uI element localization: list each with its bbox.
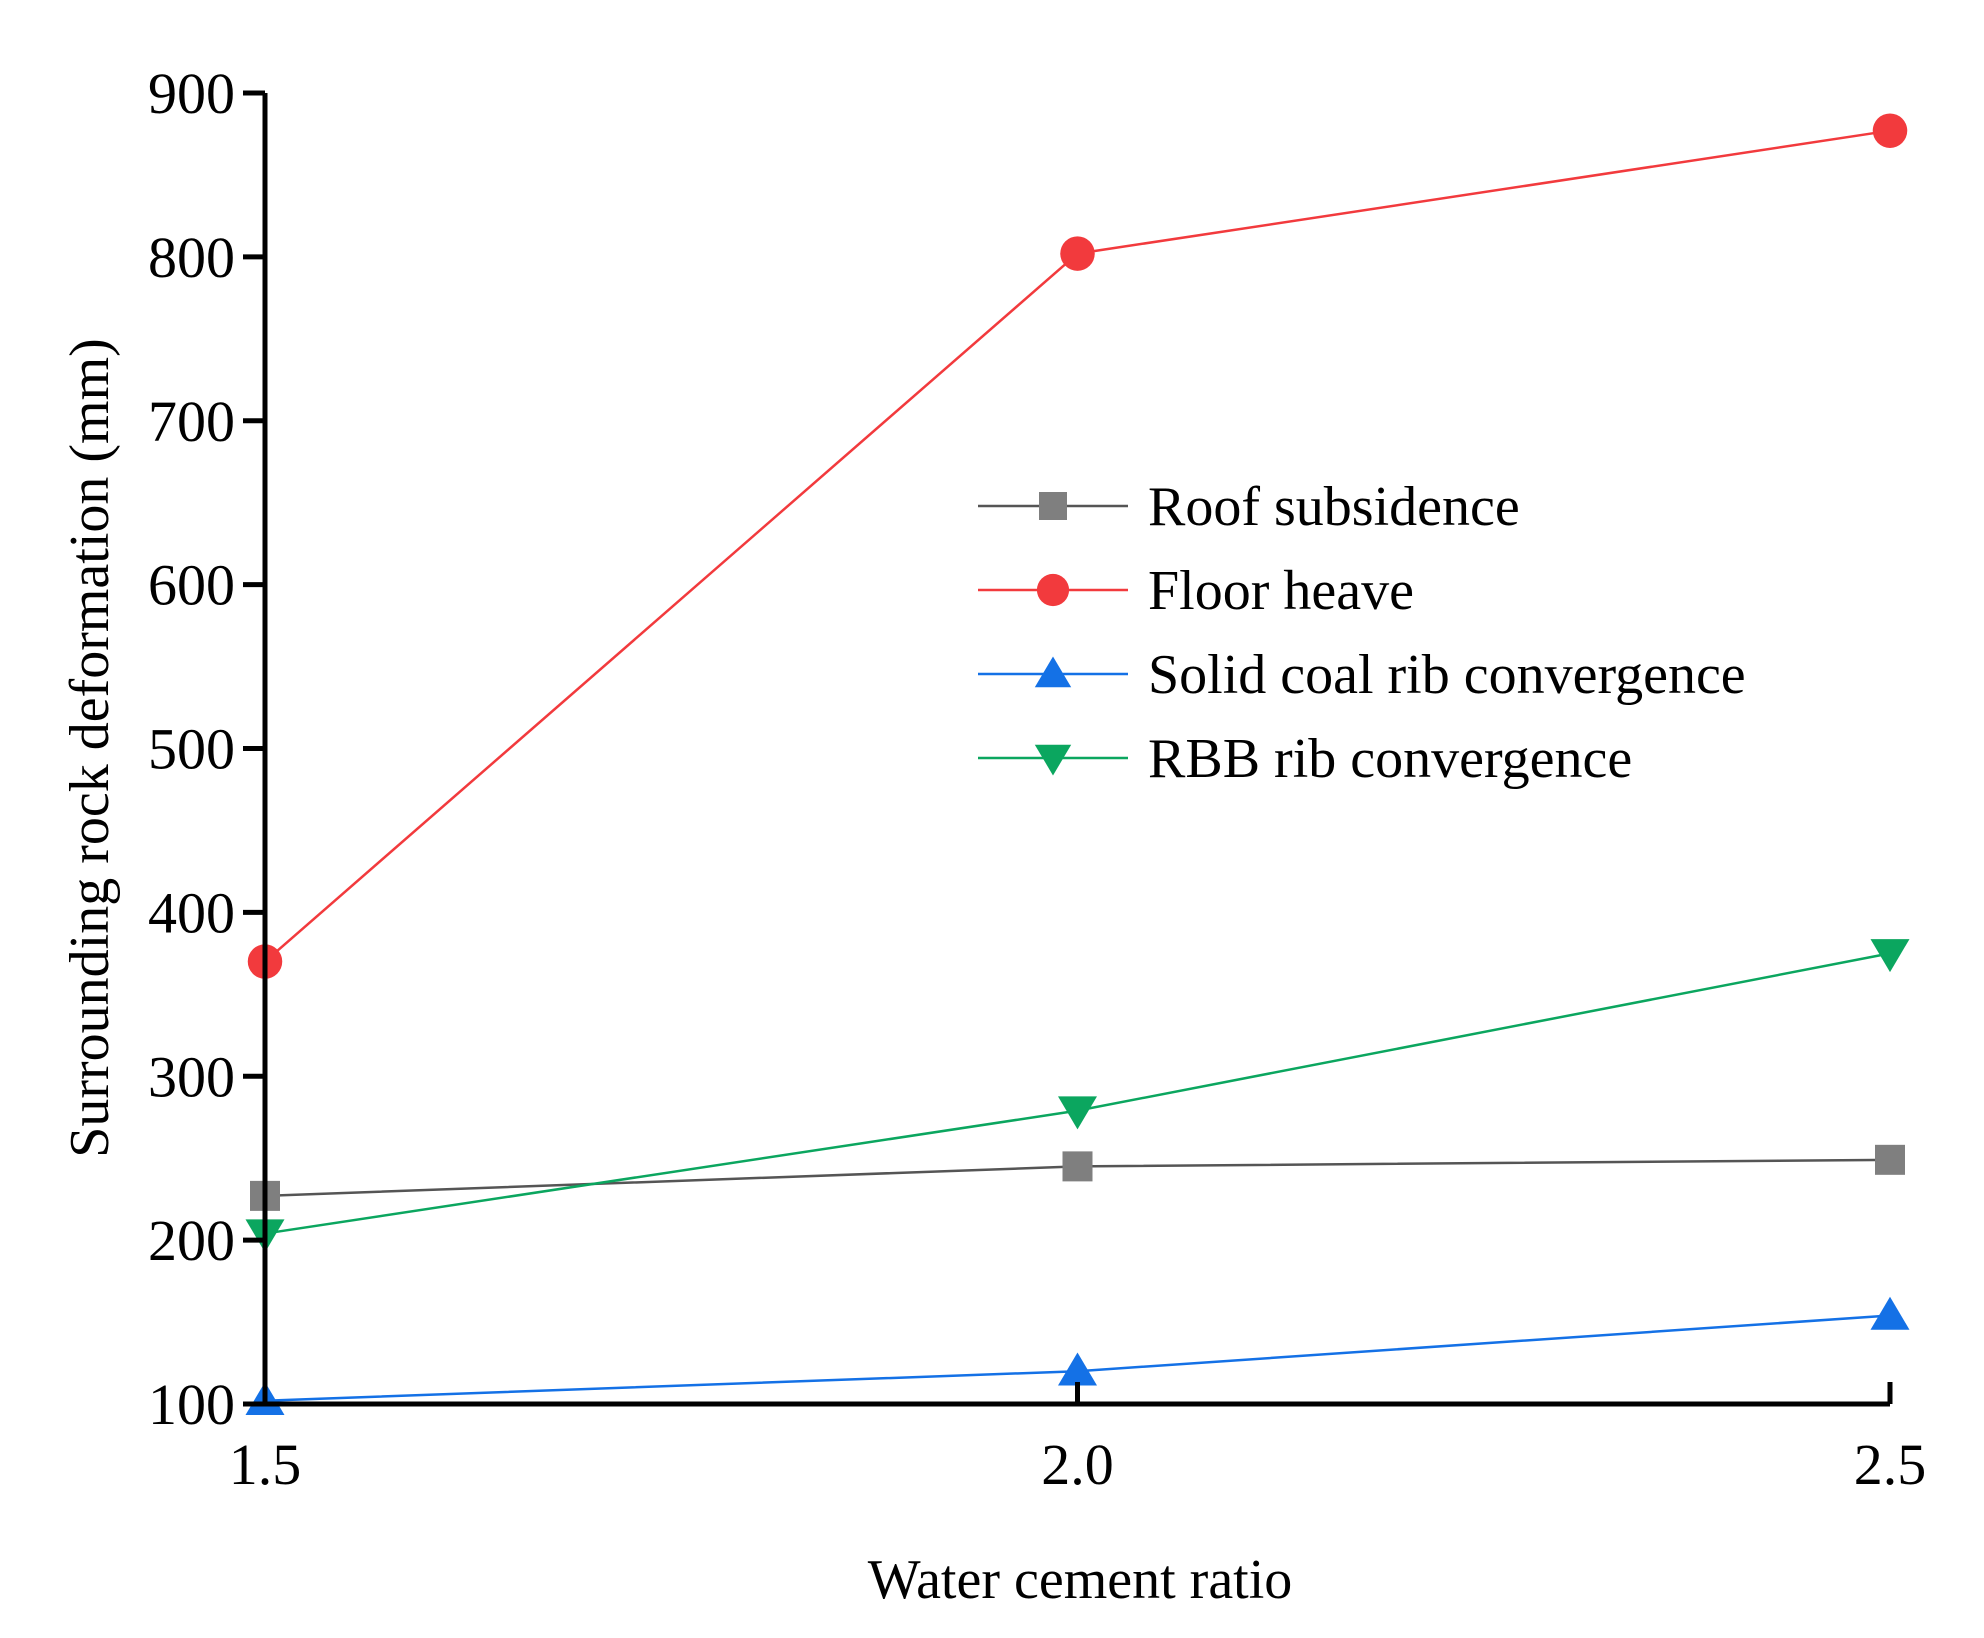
legend-label: RBB rib convergence [1148,728,1632,790]
y-tick-label: 400 [148,880,235,945]
series-0 [250,1144,1905,1211]
y-tick-label: 900 [148,61,235,126]
legend-marker [1034,744,1072,776]
legend-label: Roof subsidence [1148,476,1520,538]
data-point [1062,1151,1093,1182]
data-point [1870,1296,1910,1330]
y-tick-label: 700 [148,389,235,454]
legend-entry: RBB rib convergence [978,728,1632,790]
y-axis-title: Surrounding rock deformation (mm) [59,338,121,1158]
series-3 [245,939,1910,1253]
legend: Roof subsidence Floor heave Solid coal rib… [978,476,1746,790]
data-point [1870,939,1910,973]
y-tick-label: 200 [148,1208,235,1273]
x-tick-label: 2.0 [1041,1432,1114,1497]
ticks: 100 200 300 400 500 600 700 800 900 1.5 2.0 2.5 [148,61,1926,1497]
data-point [1058,1096,1097,1130]
legend-marker [1039,492,1067,520]
series-1 [247,113,1908,979]
legend-entry: Roof subsidence [978,476,1520,538]
y-tick-label: 600 [148,553,235,618]
x-tick-label: 2.5 [1854,1432,1927,1497]
y-tick-label: 100 [148,1372,235,1437]
data-point [1875,1144,1905,1175]
series-layer [245,113,1910,1415]
data-point [1060,236,1095,271]
x-tick-label: 1.5 [229,1432,302,1497]
legend-entry: Solid coal rib convergence [978,644,1746,706]
data-point [1872,113,1908,148]
y-tick-label: 800 [148,225,235,290]
y-tick-label: 300 [148,1044,235,1109]
legend-label: Solid coal rib convergence [1148,644,1746,706]
legend-marker [1036,573,1070,607]
series-line [264,952,1891,1235]
legend-marker [1034,656,1072,688]
data-point [1058,1352,1097,1386]
x-axis-title: Water cement ratio [868,1549,1293,1611]
y-tick-label: 500 [148,717,235,782]
legend-entry: Floor heave [978,560,1414,622]
legend-label: Floor heave [1148,560,1414,622]
